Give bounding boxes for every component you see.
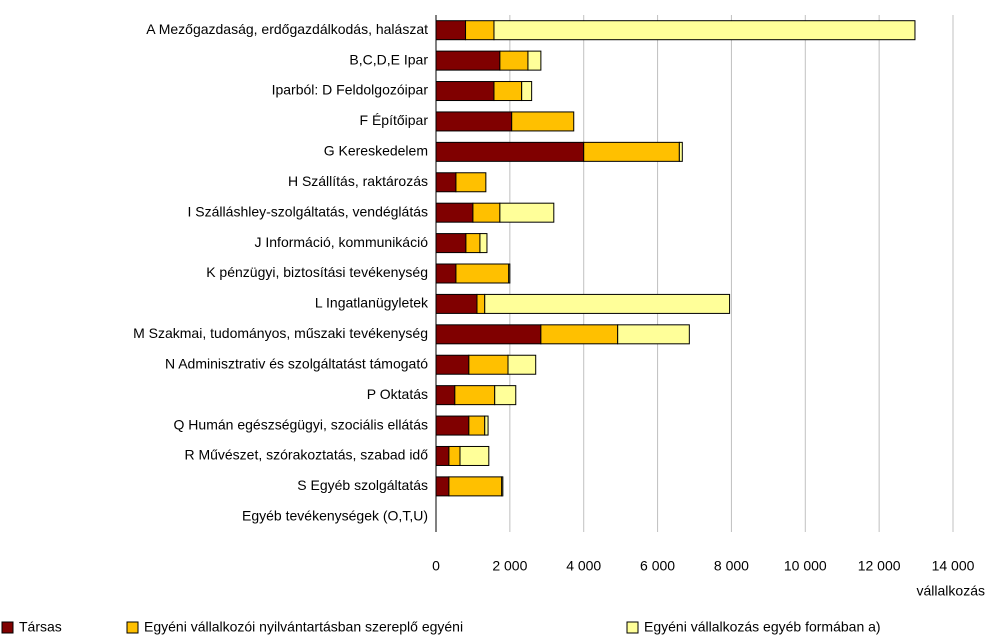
bar-segment — [465, 20, 495, 41]
bar-segment — [484, 293, 731, 314]
legend-label: Egyéni vállalkozói nyilvántartásban szer… — [144, 619, 463, 635]
x-tick-label: 10 000 — [784, 558, 827, 574]
legend-swatch — [126, 621, 139, 634]
y-tick-label: F Építőipar — [360, 112, 429, 128]
bar-segment — [435, 263, 457, 284]
bar-segment — [493, 81, 523, 102]
bar-segment — [435, 324, 542, 345]
bar-segment — [435, 415, 470, 436]
legend-label: Társas — [19, 619, 62, 635]
bar-segment — [678, 141, 683, 162]
y-tick-label: J Információ, kommunikáció — [254, 234, 428, 250]
bar-segment — [472, 202, 501, 223]
bar-segment — [499, 202, 555, 223]
legend-swatch — [1, 621, 14, 634]
bar-segment — [435, 141, 585, 162]
bar-segment — [465, 233, 481, 254]
bar-segment — [435, 293, 478, 314]
bar-segment — [583, 141, 680, 162]
bar-segment — [527, 50, 542, 71]
x-tick-label: 14 000 — [932, 558, 975, 574]
bar-segment — [454, 385, 496, 406]
bar-segment — [493, 20, 916, 41]
bar-segment — [540, 324, 619, 345]
bar-segment — [468, 415, 486, 436]
bar-segment — [521, 81, 533, 102]
y-tick-label: M Szakmai, tudományos, műszaki tevékenys… — [133, 325, 428, 341]
bar-segment — [455, 263, 510, 284]
y-tick-label: L Ingatlanügyletek — [315, 295, 429, 311]
x-tick-label: 2 000 — [492, 558, 527, 574]
legend-swatch — [626, 621, 639, 634]
y-tick-label: G Kereskedelem — [324, 143, 428, 159]
y-tick-label: R Művészet, szórakoztatás, szabad idő — [184, 447, 428, 463]
bar-segment — [435, 111, 513, 132]
bar-segment — [507, 354, 537, 375]
y-tick-label: P Oktatás — [367, 386, 428, 402]
y-tick-label: B,C,D,E Ipar — [349, 51, 428, 67]
bar-segment — [435, 20, 467, 41]
bar-segment — [435, 172, 457, 193]
x-tick-label: 4 000 — [566, 558, 601, 574]
x-tick-label: 8 000 — [714, 558, 749, 574]
bar-segment — [435, 476, 450, 497]
bar-segment — [476, 293, 486, 314]
y-tick-label: N Adminisztrativ és szolgáltatást támoga… — [165, 355, 428, 371]
legend-label: Egyéni vállalkozás egyéb formában a) — [644, 619, 881, 635]
bar-segment — [501, 476, 504, 497]
x-tick-label: 12 000 — [858, 558, 901, 574]
bar-segment — [455, 172, 487, 193]
y-tick-label: Iparból: D Feldolgozóipar — [272, 82, 429, 98]
bar-segment — [479, 233, 488, 254]
bar-segment — [435, 445, 450, 466]
y-tick-label: I Szálláshley-szolgáltatás, vendéglátás — [188, 203, 428, 219]
y-tick-label: S Egyéb szolgáltatás — [297, 477, 428, 493]
bar-segment — [468, 354, 509, 375]
bar-segment — [435, 233, 467, 254]
y-tick-label: A Mezőgazdaság, erdőgazdálkodás, halásza… — [146, 21, 428, 37]
bar-segment — [448, 476, 503, 497]
bar-segment — [508, 263, 511, 284]
bar-segment — [435, 202, 474, 223]
y-tick-label: K pénzügyi, biztosítási tevékenység — [206, 264, 428, 280]
y-tick-label: Egyéb tevékenységek (O,T,U) — [242, 507, 428, 523]
bar-segment — [511, 111, 575, 132]
bar-segment — [484, 415, 489, 436]
x-tick-label: 0 — [432, 558, 440, 574]
bar-segment — [448, 445, 461, 466]
bar-segment — [459, 445, 490, 466]
bar-segment — [435, 81, 495, 102]
bar-segment — [435, 385, 456, 406]
y-tick-label: Q Humán egészségügyi, szociális ellátás — [174, 416, 428, 432]
x-tick-label: 6 000 — [640, 558, 675, 574]
x-axis-label: vállalkozás — [917, 583, 985, 599]
y-tick-label: H Szállítás, raktározás — [288, 173, 428, 189]
bar-segment — [435, 354, 470, 375]
bar-segment — [435, 50, 501, 71]
bar-segment — [617, 324, 690, 345]
bar-segment — [494, 385, 517, 406]
bar-segment — [499, 50, 529, 71]
